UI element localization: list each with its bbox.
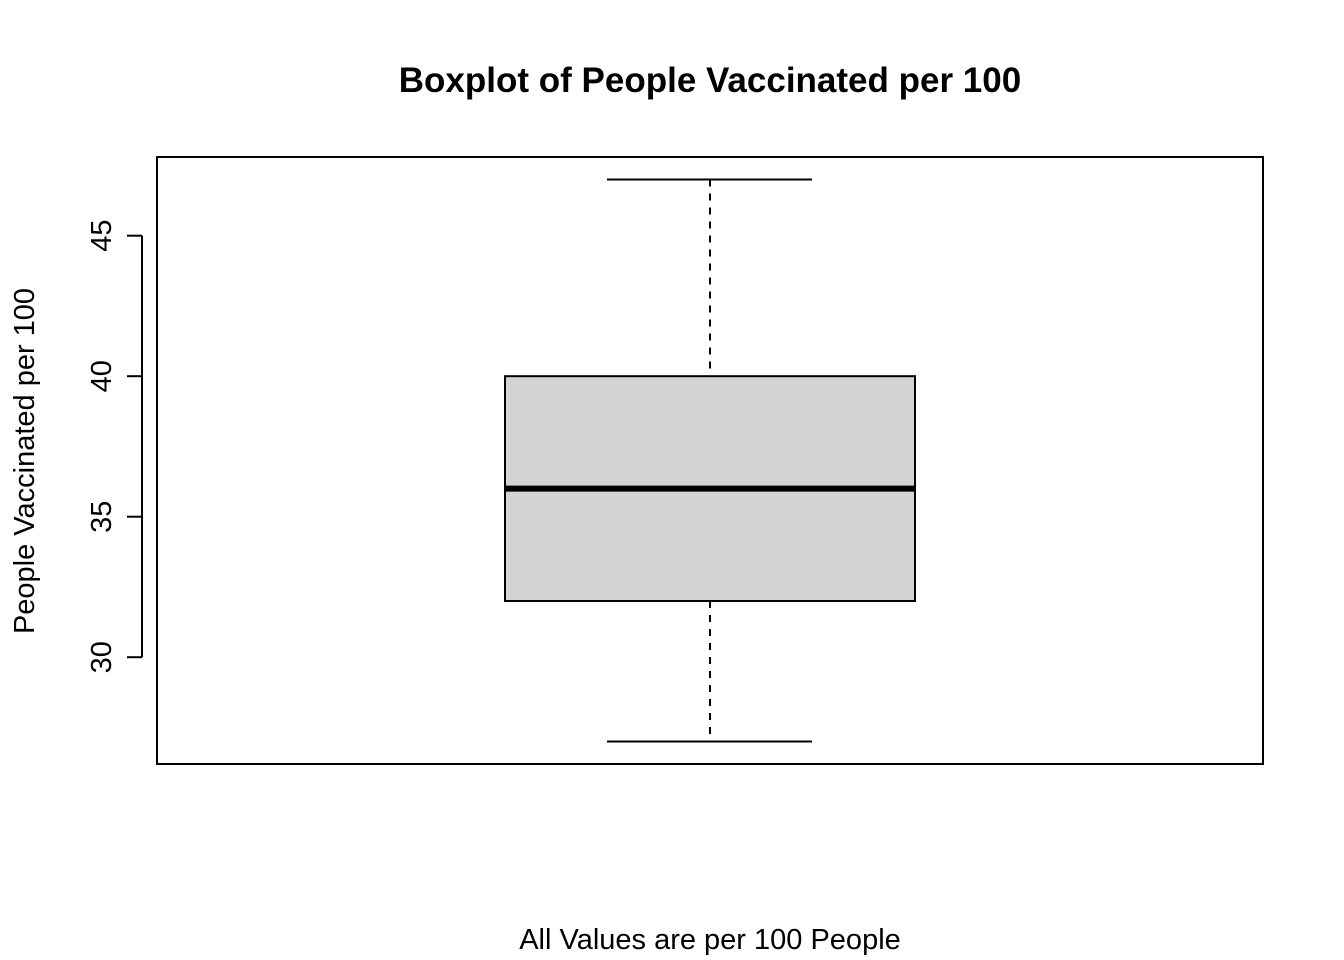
y-tick-label-40: 40 xyxy=(86,360,118,392)
plot-frame xyxy=(156,156,1264,765)
x-axis-label: All Values are per 100 People xyxy=(519,924,901,956)
y-tick-label-45: 45 xyxy=(86,220,118,252)
y-axis-ticks: 30 35 40 45 xyxy=(86,220,142,673)
boxplot-box-group xyxy=(504,178,916,743)
y-tick-label-35: 35 xyxy=(86,501,118,533)
y-tick-label-30: 30 xyxy=(86,641,118,673)
y-axis-label: People Vaccinated per 100 xyxy=(9,288,41,634)
chart-title: Boxplot of People Vaccinated per 100 xyxy=(399,61,1021,100)
